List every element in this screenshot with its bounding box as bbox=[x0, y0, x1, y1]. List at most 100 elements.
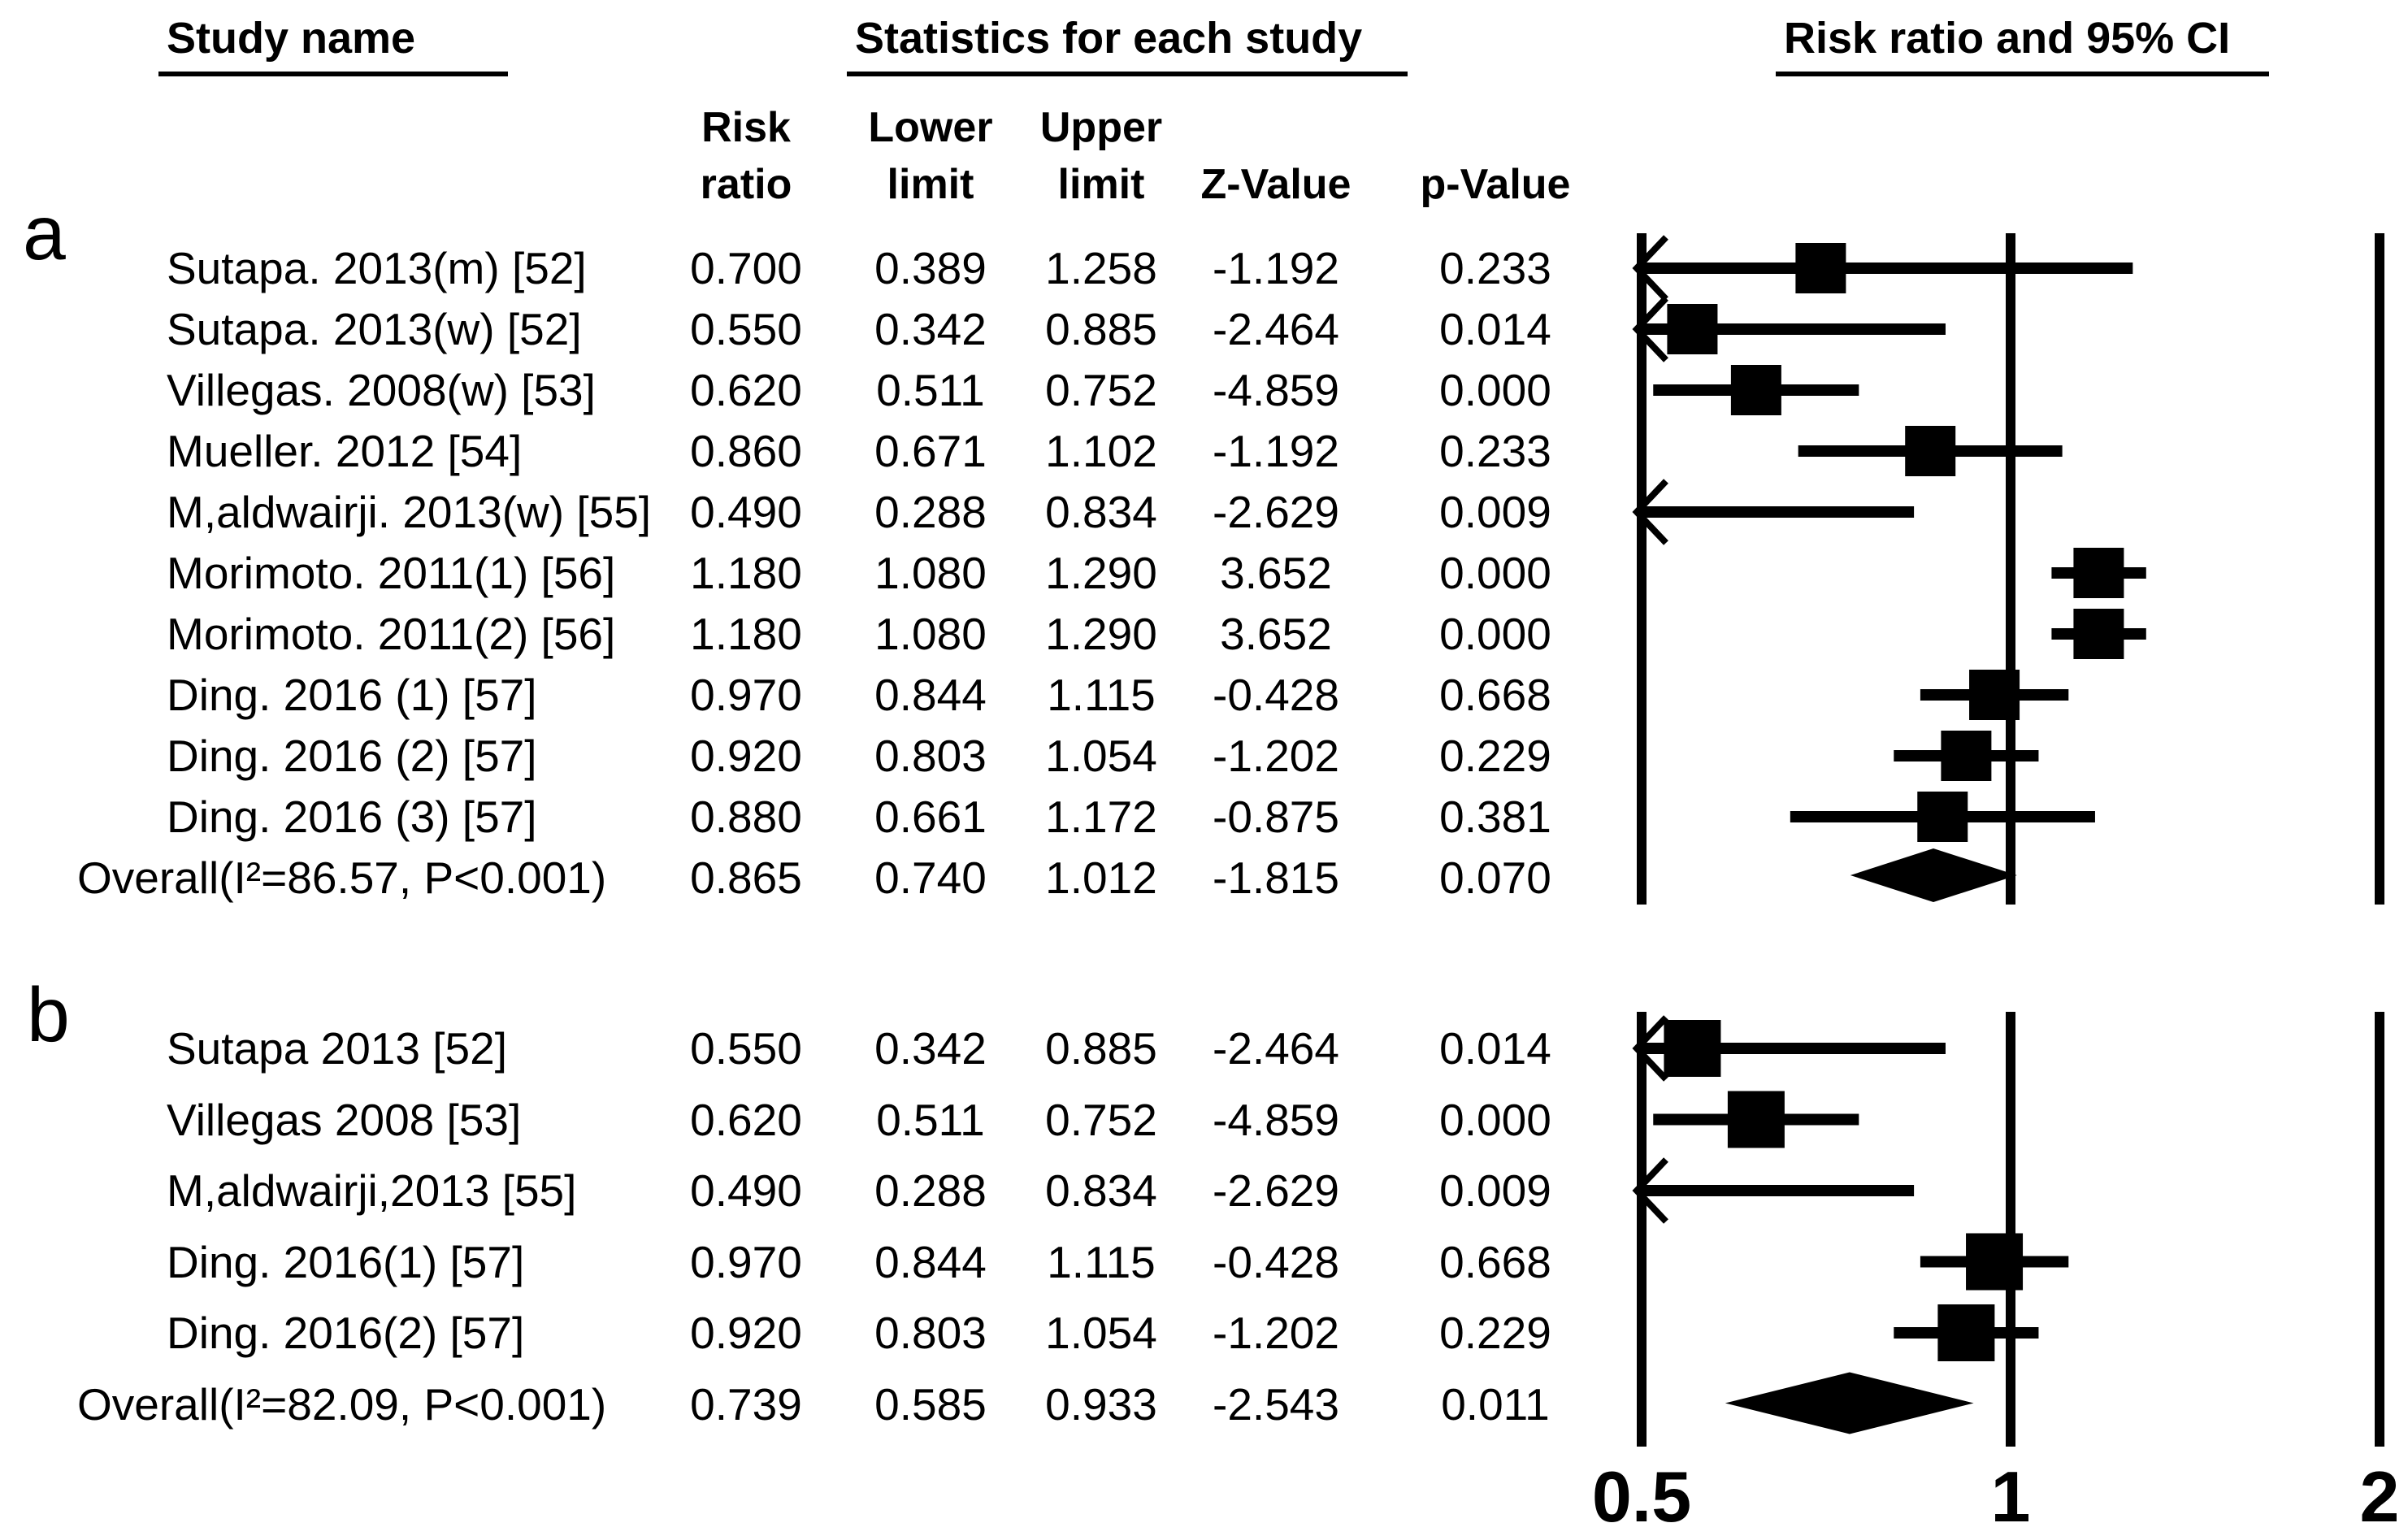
upper-limit-cell: 0.834 bbox=[1045, 1165, 1157, 1216]
lower-limit-cell: 0.288 bbox=[874, 1165, 987, 1216]
p-value-cell: 0.000 bbox=[1439, 548, 1551, 598]
column-header-line2: ratio bbox=[700, 161, 792, 208]
lower-limit-cell: 0.288 bbox=[874, 487, 987, 537]
upper-limit-cell: 1.290 bbox=[1045, 609, 1157, 659]
lower-limit-cell: 0.585 bbox=[874, 1378, 987, 1430]
z-value-cell: -1.202 bbox=[1213, 731, 1339, 781]
p-value-cell: 0.009 bbox=[1439, 1165, 1551, 1216]
effect-size-square bbox=[1941, 731, 1992, 781]
p-value-cell: 0.668 bbox=[1439, 670, 1551, 720]
study-name-cell: Ding. 2016(2) [57] bbox=[167, 1308, 525, 1358]
z-value-cell: -0.428 bbox=[1213, 1236, 1339, 1287]
z-value-cell: -1.815 bbox=[1213, 853, 1339, 903]
risk-ratio-cell: 0.970 bbox=[690, 670, 802, 720]
lower-limit-cell: 0.511 bbox=[876, 365, 985, 415]
study-name-cell: M,aldwairji,2013 [55] bbox=[167, 1165, 577, 1216]
z-value-cell: -4.859 bbox=[1213, 365, 1339, 415]
risk-ratio-cell: 0.700 bbox=[690, 243, 802, 293]
risk-ratio-cell: 0.865 bbox=[690, 853, 802, 903]
ci-truncation-left-arrow-icon bbox=[1632, 235, 1668, 302]
z-value-cell: -0.875 bbox=[1213, 792, 1339, 842]
ci-truncation-left-arrow-icon bbox=[1632, 296, 1668, 362]
lower-limit-cell: 0.844 bbox=[874, 1236, 987, 1287]
study-name-cell: Sutapa. 2013(w) [52] bbox=[167, 304, 582, 354]
effect-size-square bbox=[1664, 1020, 1721, 1077]
p-value-cell: 0.070 bbox=[1439, 853, 1551, 903]
study-name-cell: M,aldwairji. 2013(w) [55] bbox=[167, 487, 652, 537]
x-axis-tick-label: 0.5 bbox=[1591, 1456, 1692, 1536]
p-value-cell: 0.229 bbox=[1439, 731, 1551, 781]
x-axis-tick-label: 1 bbox=[1990, 1456, 2031, 1536]
study-name-cell: Sutapa 2013 [52] bbox=[167, 1023, 507, 1074]
column-header-line1: Upper bbox=[1039, 104, 1163, 151]
study-name-cell: Villegas. 2008(w) [53] bbox=[167, 365, 596, 415]
p-value-cell: 0.009 bbox=[1439, 487, 1551, 537]
lower-limit-cell: 0.671 bbox=[874, 426, 987, 476]
z-value-cell: -1.202 bbox=[1213, 1308, 1339, 1358]
risk-ratio-cell: 0.490 bbox=[690, 1165, 802, 1216]
study-name-cell: Ding. 2016(1) [57] bbox=[167, 1236, 525, 1287]
risk-ratio-cell: 0.970 bbox=[690, 1236, 802, 1287]
panel-b-label: b bbox=[27, 972, 70, 1058]
study-name-cell: Morimoto. 2011(1) [56] bbox=[167, 548, 616, 598]
study-name-cell: Sutapa. 2013(m) [52] bbox=[167, 243, 587, 293]
z-value-cell: -2.629 bbox=[1213, 487, 1339, 537]
risk-ratio-cell: 1.180 bbox=[690, 609, 802, 659]
column-header-line2: limit bbox=[1057, 161, 1145, 208]
risk-ratio-cell: 0.490 bbox=[690, 487, 802, 537]
z-value-cell: 3.652 bbox=[1220, 548, 1332, 598]
study-name-cell: Ding. 2016 (3) [57] bbox=[167, 792, 537, 842]
upper-limit-cell: 1.258 bbox=[1045, 243, 1157, 293]
column-header-line1: Lower bbox=[868, 104, 993, 151]
z-value-cell: -2.464 bbox=[1213, 1023, 1339, 1074]
ci-truncation-left-arrow-icon bbox=[1632, 479, 1668, 545]
risk-ratio-cell: 0.620 bbox=[690, 1094, 802, 1145]
overall-diamond bbox=[1850, 848, 2017, 902]
risk-ratio-cell: 0.739 bbox=[690, 1378, 802, 1430]
p-value-cell: 0.381 bbox=[1439, 792, 1551, 842]
p-value-cell: 0.233 bbox=[1439, 243, 1551, 293]
p-value-cell: 0.000 bbox=[1439, 1094, 1551, 1145]
z-value-cell: -4.859 bbox=[1213, 1094, 1339, 1145]
lower-limit-cell: 0.342 bbox=[874, 1023, 987, 1074]
lower-limit-cell: 0.342 bbox=[874, 304, 987, 354]
effect-size-square bbox=[1937, 1304, 1995, 1361]
upper-limit-cell: 1.102 bbox=[1045, 426, 1157, 476]
study-name-column-title: Study name bbox=[158, 13, 508, 76]
column-header-line2: p-Value bbox=[1420, 161, 1571, 208]
effect-size-square bbox=[2073, 548, 2124, 598]
risk-ratio-cell: 0.550 bbox=[690, 304, 802, 354]
p-value-cell: 0.233 bbox=[1439, 426, 1551, 476]
lower-limit-cell: 0.803 bbox=[874, 1308, 987, 1358]
effect-size-square bbox=[2073, 609, 2124, 659]
risk-ratio-cell: 1.180 bbox=[690, 548, 802, 598]
lower-limit-cell: 0.740 bbox=[874, 853, 987, 903]
upper-limit-cell: 1.290 bbox=[1045, 548, 1157, 598]
upper-limit-cell: 0.885 bbox=[1045, 304, 1157, 354]
z-value-cell: -2.629 bbox=[1213, 1165, 1339, 1216]
lower-limit-cell: 0.389 bbox=[874, 243, 987, 293]
lower-limit-cell: 0.803 bbox=[874, 731, 987, 781]
column-header-line2: Z-Value bbox=[1200, 161, 1352, 208]
risk-ratio-cell: 0.620 bbox=[690, 365, 802, 415]
p-value-cell: 0.000 bbox=[1439, 365, 1551, 415]
panel-a-label: a bbox=[23, 190, 66, 276]
upper-limit-cell: 1.012 bbox=[1045, 853, 1157, 903]
effect-size-square bbox=[1730, 365, 1781, 415]
effect-size-square bbox=[1966, 1233, 2024, 1291]
risk-ratio-cell: 0.880 bbox=[690, 792, 802, 842]
risk-ratio-cell: 0.920 bbox=[690, 731, 802, 781]
lower-limit-cell: 0.661 bbox=[874, 792, 987, 842]
study-name-cell: Ding. 2016 (1) [57] bbox=[167, 670, 537, 720]
upper-limit-cell: 0.752 bbox=[1045, 1094, 1157, 1145]
p-value-cell: 0.014 bbox=[1439, 1023, 1551, 1074]
lower-limit-cell: 1.080 bbox=[874, 548, 987, 598]
upper-limit-cell: 1.172 bbox=[1045, 792, 1157, 842]
p-value-cell: 0.014 bbox=[1439, 304, 1551, 354]
p-value-cell: 0.011 bbox=[1441, 1378, 1550, 1430]
overall-diamond bbox=[1725, 1372, 1974, 1434]
p-value-cell: 0.668 bbox=[1439, 1236, 1551, 1287]
risk-ratio-cell: 0.920 bbox=[690, 1308, 802, 1358]
ci-truncation-left-arrow-icon bbox=[1632, 1015, 1668, 1082]
